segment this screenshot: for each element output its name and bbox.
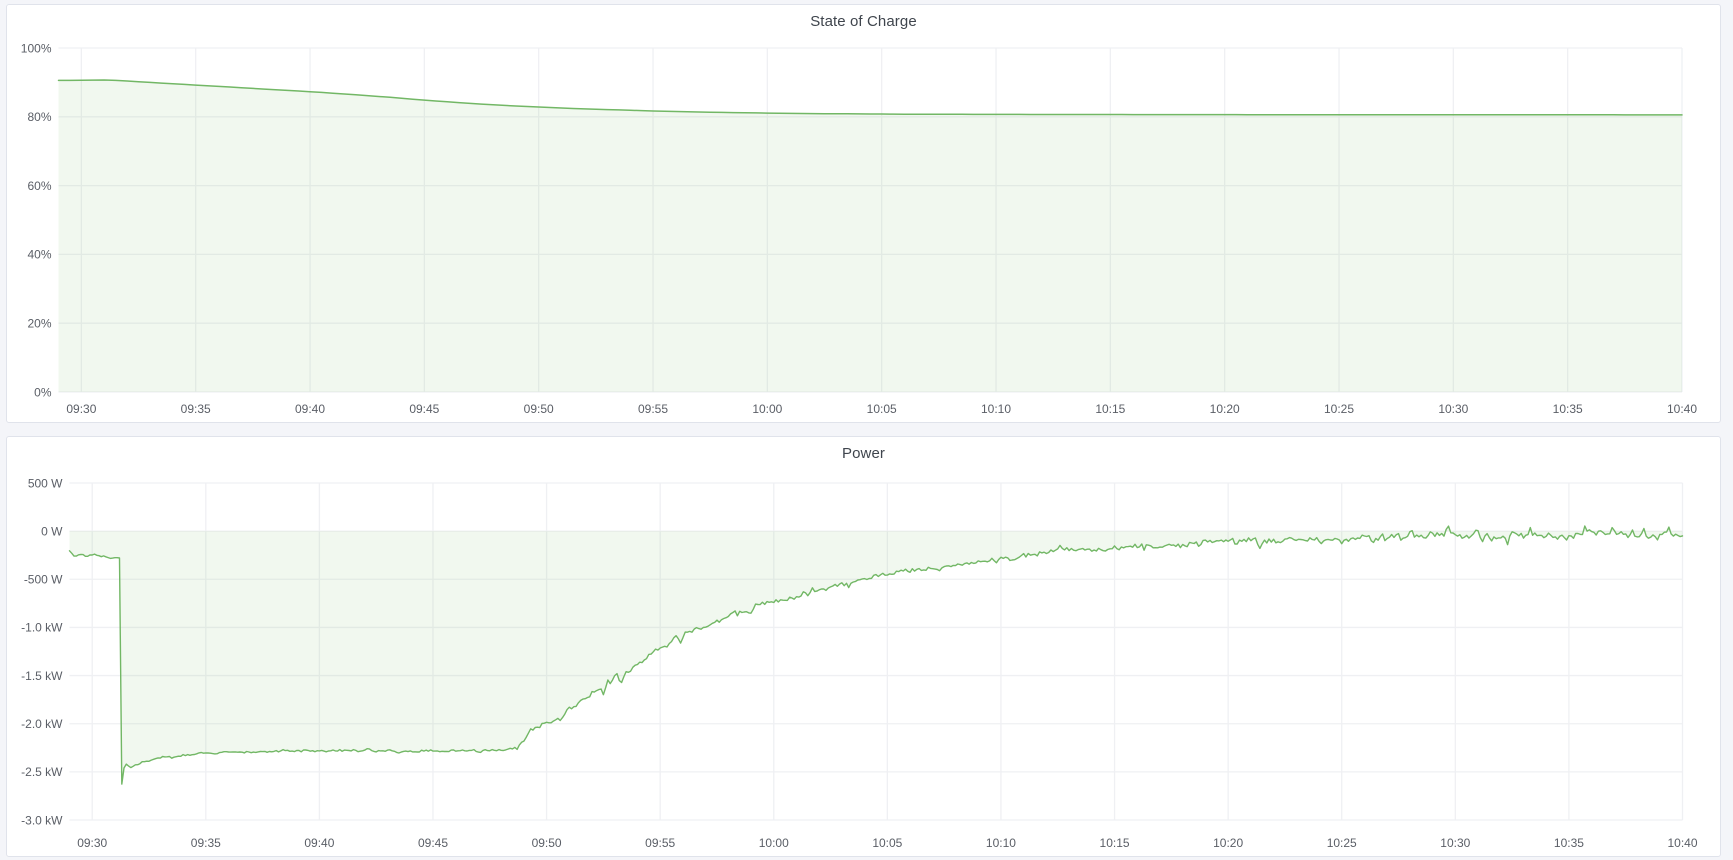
- panel-state-of-charge: State of Charge 0% 20% 40% 60% 80% 100% 09:30 0…: [6, 4, 1721, 423]
- x-tick-label: 09:55: [645, 836, 675, 850]
- y-tick-label: -500 W: [24, 573, 63, 587]
- x-tick-label: 10:25: [1324, 402, 1354, 416]
- x-tick-label: 10:35: [1554, 836, 1584, 850]
- y-tick-label: -1.0 kW: [21, 621, 63, 635]
- x-tick-label: 09:40: [295, 402, 325, 416]
- x-tick-label: 09:35: [191, 836, 221, 850]
- y-tick-label: 20%: [27, 317, 51, 331]
- x-tick-label: 10:10: [986, 836, 1016, 850]
- x-tick-label: 10:25: [1327, 836, 1357, 850]
- y-tick-label: -1.5 kW: [21, 669, 63, 683]
- x-tick-label: 10:20: [1210, 402, 1240, 416]
- x-tick-label: 10:40: [1667, 402, 1697, 416]
- series-fill: [69, 526, 1683, 785]
- x-tick-label: 09:30: [66, 402, 96, 416]
- y-tick-label: 0 W: [41, 524, 63, 538]
- state-of-charge-chart[interactable]: 0% 20% 40% 60% 80% 100% 09:30 09:35 09:40 09:45 09…: [7, 5, 1720, 422]
- x-tick-label: 10:40: [1667, 836, 1697, 850]
- x-tick-label: 09:45: [418, 836, 448, 850]
- y-tick-label: 80%: [27, 110, 51, 124]
- y-tick-label: 40%: [27, 248, 51, 262]
- x-tick-label: 10:30: [1440, 836, 1470, 850]
- x-tick-label: 09:50: [532, 836, 562, 850]
- x-tick-label: 10:05: [867, 402, 897, 416]
- x-tick-label: 09:45: [409, 402, 439, 416]
- x-tick-label: 09:50: [524, 402, 554, 416]
- x-tick-label: 09:40: [304, 836, 334, 850]
- x-tick-label: 10:05: [872, 836, 902, 850]
- x-tick-label: 09:55: [638, 402, 668, 416]
- y-tick-label: 500 W: [28, 476, 63, 490]
- x-tick-label: 10:00: [752, 402, 782, 416]
- x-tick-label: 09:35: [181, 402, 211, 416]
- y-tick-label: -3.0 kW: [21, 813, 63, 827]
- power-chart[interactable]: 500 W 0 W -500 W -1.0 kW -1.5 kW -2.0 kW -2.5 …: [7, 437, 1720, 856]
- y-tick-label: 0%: [34, 385, 52, 399]
- y-tick-label: 100%: [21, 41, 52, 55]
- series-line: [57, 79, 1683, 116]
- x-tick-label: 10:30: [1438, 402, 1468, 416]
- x-tick-label: 10:15: [1100, 836, 1130, 850]
- x-tick-label: 10:35: [1553, 402, 1583, 416]
- series-line: [68, 525, 1684, 785]
- panel-title-state-of-charge[interactable]: State of Charge: [810, 13, 917, 30]
- panel-title-power[interactable]: Power: [841, 445, 886, 462]
- x-tick-label: 09:30: [77, 836, 107, 850]
- y-tick-label: -2.5 kW: [21, 765, 63, 779]
- x-tick-label: 10:10: [981, 402, 1011, 416]
- series-fill: [58, 80, 1682, 392]
- y-tick-label: -2.0 kW: [21, 717, 63, 731]
- panel-power: Power 500 W 0 W -500 W -1.0 kW -1.5 kW -2.0 k…: [6, 436, 1721, 857]
- y-tick-label: 60%: [27, 179, 51, 193]
- x-tick-label: 10:15: [1095, 402, 1125, 416]
- x-tick-label: 10:00: [759, 836, 789, 850]
- x-tick-label: 10:20: [1213, 836, 1243, 850]
